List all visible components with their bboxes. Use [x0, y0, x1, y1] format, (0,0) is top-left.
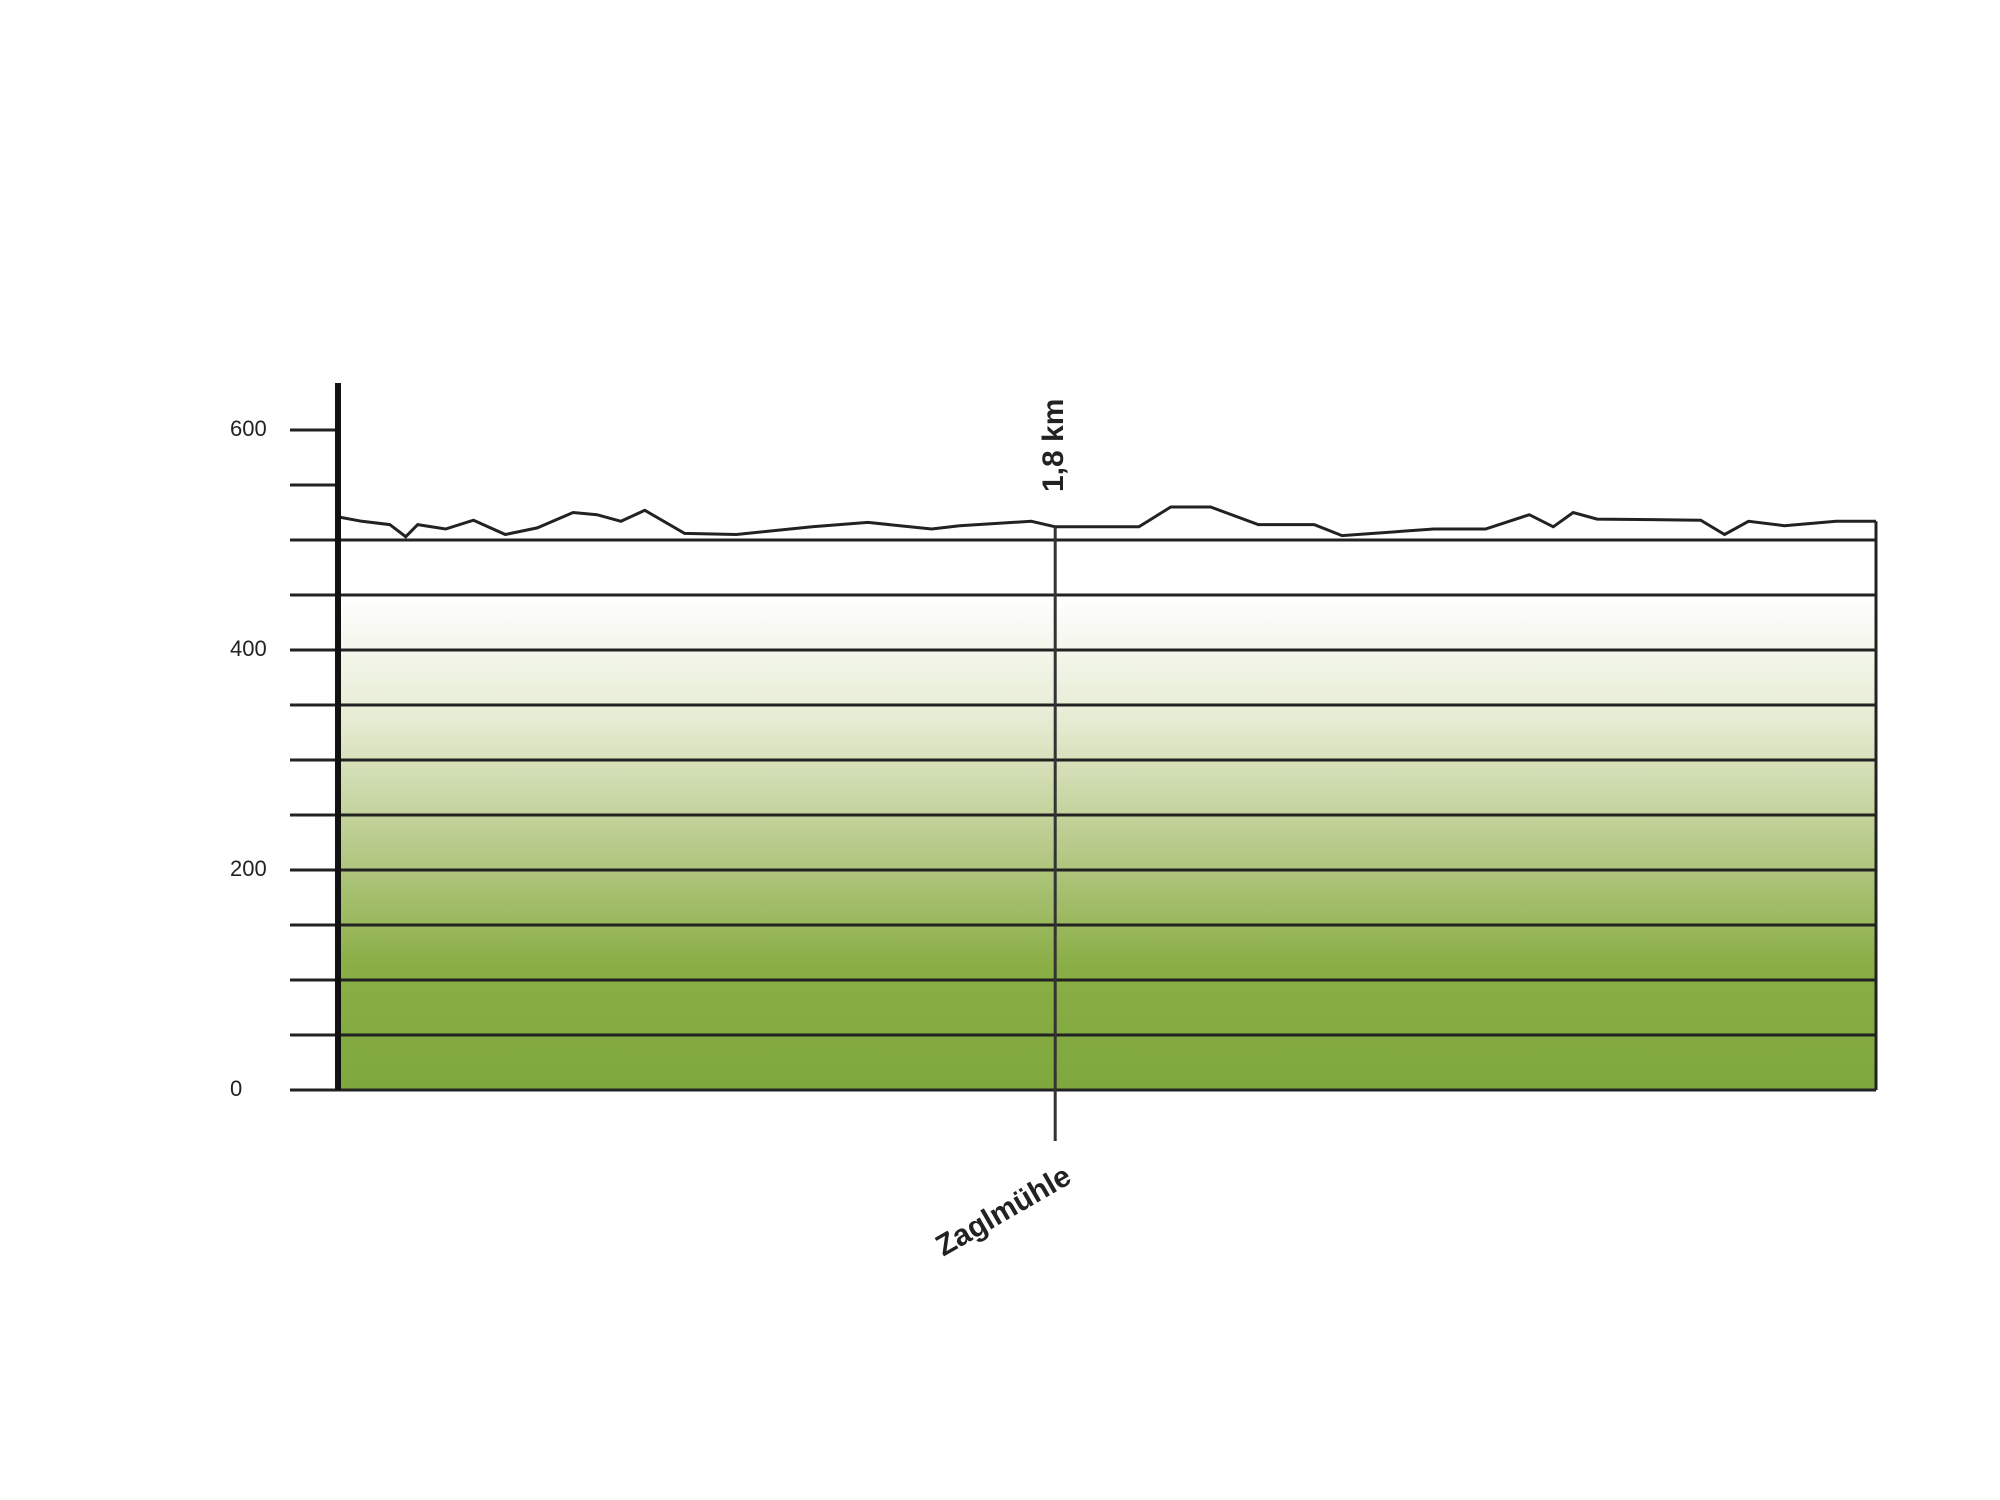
y-tick-label: 0	[230, 1076, 242, 1101]
y-tick-label: 200	[230, 856, 267, 881]
y-tick-label: 400	[230, 636, 267, 661]
marker-distance: 1,8 km	[1037, 399, 1070, 492]
marker-name: Zaglmühle	[930, 1159, 1076, 1263]
profile-line	[337, 505, 1876, 539]
y-tick-label: 600	[230, 416, 267, 441]
